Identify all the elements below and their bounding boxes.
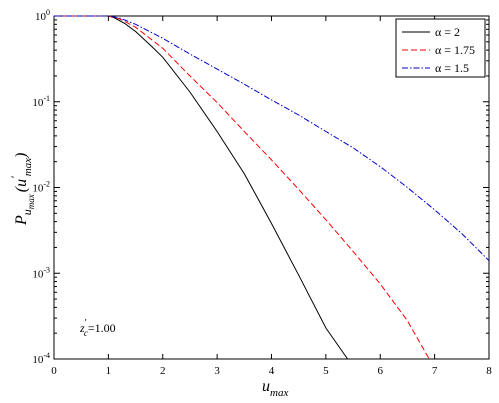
y-tick-exponent: -1 <box>43 94 50 103</box>
y-axis-label-arg-open: (u <box>13 179 30 192</box>
x-tick-label: 0 <box>51 365 57 377</box>
x-tick-label: 8 <box>486 365 492 377</box>
x-tick-label: 6 <box>378 365 384 377</box>
x-ticks: 0 1 2 3 4 5 6 7 8 <box>51 16 492 377</box>
x-axis-label-main: u <box>262 378 270 395</box>
y-axis-label-main: P <box>13 215 30 226</box>
x-tick-label: 2 <box>160 365 166 377</box>
y-tick-label: 10-3 <box>32 265 50 280</box>
x-tick-label: 1 <box>106 365 112 377</box>
y-tick-base: 10 <box>32 97 44 109</box>
y-axis-label-sub: u <box>20 209 34 215</box>
legend-label: α = 1.75 <box>435 43 475 57</box>
x-tick-label: 4 <box>269 365 275 377</box>
y-tick-label: 10-2 <box>32 180 50 195</box>
y-tick-base: 10 <box>35 11 47 23</box>
legend-box <box>395 18 486 78</box>
y-tick-exponent: -3 <box>43 265 50 274</box>
x-tick-label: 3 <box>214 365 220 377</box>
series-lines <box>54 15 490 360</box>
annotation: z′ c=1.00 <box>79 318 116 338</box>
y-axis-label-subsub: max <box>26 194 36 209</box>
y-tick-base: 10 <box>32 354 44 366</box>
y-tick-label: 10-4 <box>32 351 50 366</box>
y-axis-label-prime: ′ <box>8 176 22 179</box>
legend: α = 2 α = 1.75 α = 1.5 <box>395 18 486 78</box>
annotation-rest: =1.00 <box>88 321 116 335</box>
annotation-main: z <box>79 321 85 335</box>
legend-label: α = 2 <box>435 25 460 39</box>
x-axis-label-sub: max <box>270 387 288 399</box>
x-axis-label: umax <box>262 378 288 399</box>
series-line <box>54 15 490 262</box>
y-tick-base: 10 <box>32 183 44 195</box>
y-tick-exponent: -4 <box>43 351 50 360</box>
legend-label: α = 1.5 <box>435 61 469 75</box>
x-tick-label: 5 <box>323 365 329 377</box>
y-tick-label: 10-1 <box>32 94 50 109</box>
annotation-sub: c <box>84 328 88 338</box>
y-tick-exponent: 0 <box>46 8 50 17</box>
y-axis-label: Pumax(u′max) <box>8 153 36 226</box>
y-axis-label-arg-close: ) <box>13 153 30 159</box>
y-tick-label: 100 <box>35 8 50 23</box>
y-tick-base: 10 <box>32 268 44 280</box>
y-axis-label-arg-sub: max <box>22 158 34 176</box>
x-tick-label: 7 <box>432 365 438 377</box>
annotation-prime: ′ <box>85 318 87 329</box>
y-tick-exponent: -2 <box>43 180 50 189</box>
